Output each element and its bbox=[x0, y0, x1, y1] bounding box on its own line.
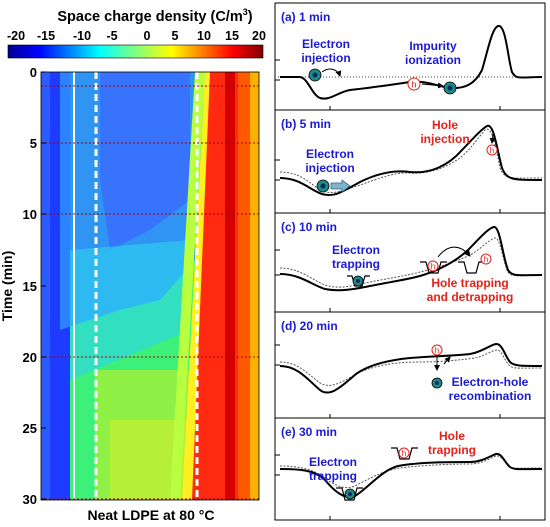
heatmap-y-ticks bbox=[41, 71, 46, 500]
colorbar-tick: 10 bbox=[197, 29, 211, 43]
annotation-text: Electron injection bbox=[305, 147, 354, 175]
heatmap-y-label: Time (min) bbox=[0, 251, 15, 322]
y-tick: 30 bbox=[23, 492, 37, 507]
electron-icon bbox=[308, 68, 322, 82]
annotation-text: Hole trapping bbox=[428, 429, 476, 457]
annotation-text: Electron-hole recombination bbox=[449, 375, 532, 403]
trap-icon bbox=[420, 261, 447, 274]
panel-a-label: (a) 1 min bbox=[281, 10, 330, 24]
profile-curve bbox=[279, 452, 543, 498]
y-tick: 0 bbox=[30, 65, 37, 80]
svg-text:h: h bbox=[435, 346, 439, 355]
profile-curve bbox=[279, 226, 543, 292]
panel-b-label: (b) 5 min bbox=[281, 117, 331, 131]
colorbar-tick: 20 bbox=[252, 29, 266, 43]
arrow-icon bbox=[443, 356, 451, 365]
svg-text:h: h bbox=[411, 80, 416, 90]
panel-d: (d) 20 min h Electron-hole recombination bbox=[279, 319, 543, 403]
panel-c-label: (c) 10 min bbox=[281, 220, 337, 234]
colorbar-title: Space charge density (C/m3) bbox=[57, 7, 252, 25]
panel-b: (b) 5 min Electron injection Hole injectio… bbox=[279, 117, 543, 196]
colorbar-tick: 5 bbox=[172, 29, 179, 43]
y-tick: 25 bbox=[23, 421, 37, 436]
annotation-text: Electron trapping bbox=[332, 243, 380, 271]
electron-icon bbox=[352, 275, 364, 287]
trap-icon bbox=[336, 487, 363, 501]
colorbar-tick: 0 bbox=[144, 29, 151, 43]
annotation-text: Electron injection bbox=[301, 37, 350, 65]
panel-a: (a) 1 min Electron injection Impurity ioni… bbox=[278, 10, 543, 100]
arrow-icon bbox=[437, 246, 471, 258]
colorbar-tick: -10 bbox=[73, 29, 91, 43]
panel-c: (c) 10 min Electron trapping Hole trappin… bbox=[279, 220, 543, 304]
y-tick: 5 bbox=[30, 136, 37, 151]
svg-text:h: h bbox=[402, 449, 406, 458]
colorbar-tick: -20 bbox=[7, 29, 25, 43]
heatmap-x-label: Neat LDPE at 80 °C bbox=[88, 507, 215, 523]
annotation-text: Hole injection bbox=[420, 118, 469, 146]
annotation-text: Hole trapping and detrapping bbox=[427, 276, 514, 304]
arrow-icon bbox=[421, 82, 444, 89]
profile-ticks bbox=[275, 59, 501, 520]
svg-text:h: h bbox=[431, 262, 435, 271]
colorbar-tick: -15 bbox=[37, 29, 55, 43]
profile-curve-previous bbox=[279, 128, 543, 193]
hole-icon: h bbox=[398, 447, 410, 459]
trap-icon bbox=[391, 447, 418, 460]
electron-icon bbox=[344, 488, 356, 500]
hole-icon: h bbox=[486, 144, 498, 156]
arrow-icon bbox=[321, 68, 342, 77]
annotation-text: Impurity ionization bbox=[405, 39, 461, 67]
electron-icon bbox=[316, 179, 330, 193]
electron-icon bbox=[443, 81, 457, 95]
trap-icon bbox=[458, 261, 485, 274]
hole-icon: h bbox=[407, 77, 421, 91]
profiles-frame bbox=[274, 2, 546, 521]
heatmap bbox=[41, 72, 259, 500]
panel-e-label: (e) 30 min bbox=[281, 425, 337, 439]
profile-curve bbox=[279, 343, 543, 394]
hole-icon: h bbox=[480, 253, 492, 265]
hole-icon: h bbox=[431, 344, 443, 356]
svg-text:h: h bbox=[484, 255, 488, 264]
colorbar-tick: 15 bbox=[225, 29, 239, 43]
heatmap-y-tick-labels: 0 5 10 15 20 25 30 bbox=[23, 65, 37, 507]
hole-icon: h bbox=[427, 260, 439, 272]
arrow-icon bbox=[489, 133, 496, 144]
y-tick: 20 bbox=[23, 350, 37, 365]
panel-e: (e) 30 min Electron trapping Hole trapping… bbox=[279, 425, 543, 501]
colorbar-tick: -5 bbox=[106, 29, 117, 43]
annotation-text: Electron trapping bbox=[309, 455, 357, 483]
electron-icon bbox=[431, 377, 443, 389]
y-tick: 15 bbox=[23, 279, 37, 294]
arrow-icon bbox=[330, 179, 351, 193]
colorbar bbox=[7, 44, 264, 59]
y-tick: 10 bbox=[23, 207, 37, 222]
panel-d-label: (d) 20 min bbox=[281, 319, 338, 333]
profile-curve bbox=[279, 124, 543, 196]
colorbar-tick-labels: -20 -15 -10 -5 0 5 10 15 20 bbox=[7, 29, 266, 43]
svg-text:h: h bbox=[490, 146, 494, 155]
